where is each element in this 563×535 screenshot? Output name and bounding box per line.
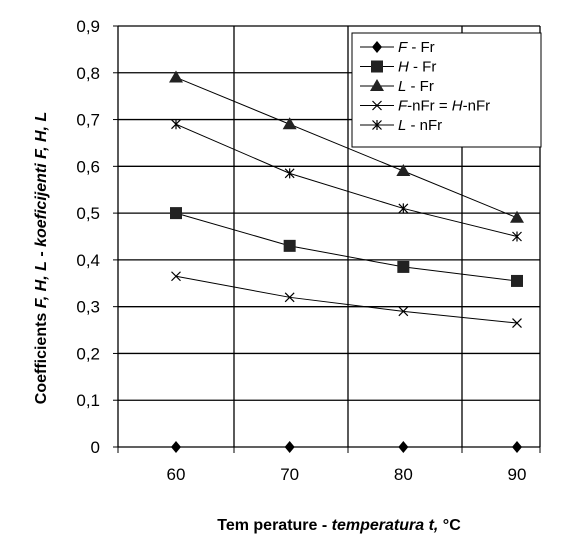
data-point-star bbox=[284, 168, 295, 179]
data-point-triangle bbox=[370, 79, 384, 91]
series-4 bbox=[171, 119, 522, 242]
legend-label: F - Fr bbox=[398, 39, 435, 56]
x-tick-label: 90 bbox=[508, 465, 527, 484]
data-point-star bbox=[398, 203, 409, 214]
data-point-x bbox=[512, 318, 522, 328]
legend: F - Fr H - Fr L - Fr F-nFr = H-nFr L - nFr bbox=[351, 32, 542, 148]
x-tick-label: 80 bbox=[394, 465, 413, 484]
y-tick-label: 0,8 bbox=[76, 64, 100, 83]
data-point-diamond bbox=[372, 41, 382, 53]
y-tick-labels: 0 0,1 0,2 0,3 0,4 0,5 0,6 0,7 0,8 0,9 bbox=[76, 17, 100, 457]
series-3 bbox=[171, 271, 522, 328]
y-tick-label: 0,7 bbox=[76, 111, 100, 130]
data-point-x bbox=[284, 292, 295, 303]
data-point-square bbox=[283, 239, 296, 252]
legend-entry: F-nFr = H-nFr bbox=[360, 98, 490, 115]
data-point-triangle bbox=[396, 164, 411, 177]
data-point-triangle bbox=[282, 117, 297, 130]
x-tick-label: 60 bbox=[167, 465, 186, 484]
series bbox=[169, 70, 524, 453]
series-line bbox=[175, 212, 518, 282]
y-tick-label: 0 bbox=[91, 438, 100, 457]
data-point-diamond bbox=[398, 441, 409, 453]
data-point-x bbox=[398, 306, 409, 317]
legend-box bbox=[351, 32, 542, 148]
legend-entry: H - Fr bbox=[360, 59, 436, 76]
legend-entry: L - Fr bbox=[360, 78, 434, 95]
legend-label: L - nFr bbox=[398, 117, 442, 134]
data-point-diamond bbox=[171, 441, 181, 453]
x-tick-label: 70 bbox=[280, 465, 299, 484]
series-1 bbox=[170, 207, 523, 287]
y-tick-label: 0,9 bbox=[76, 17, 100, 36]
y-tick-label: 0,1 bbox=[76, 391, 100, 410]
data-point-star bbox=[372, 120, 382, 130]
legend-label: L - Fr bbox=[398, 78, 434, 95]
data-point-diamond bbox=[512, 441, 522, 453]
series-line bbox=[175, 275, 518, 324]
data-point-triangle bbox=[510, 210, 524, 223]
data-point-square bbox=[397, 260, 410, 273]
data-point-triangle bbox=[169, 70, 183, 83]
y-tick-label: 0,3 bbox=[76, 298, 100, 317]
y-tick-label: 0,5 bbox=[76, 204, 100, 223]
data-point-x bbox=[372, 100, 382, 111]
data-point-square bbox=[371, 60, 383, 73]
x-axis-title: Tem perature - temperatura t, °C bbox=[217, 517, 461, 534]
series-0 bbox=[171, 441, 522, 453]
data-point-diamond bbox=[284, 441, 295, 453]
series-line bbox=[175, 123, 518, 237]
data-point-square bbox=[170, 207, 182, 220]
legend-entry: F - Fr bbox=[360, 39, 435, 56]
y-axis-title: Coefficients F, H, L - koeficijenti F, H… bbox=[33, 112, 50, 404]
legend-label: H - Fr bbox=[398, 59, 436, 76]
data-point-star bbox=[512, 231, 522, 242]
data-point-x bbox=[171, 271, 181, 282]
data-point-square bbox=[511, 274, 523, 287]
axes bbox=[113, 25, 541, 453]
series-2 bbox=[169, 70, 524, 223]
x-tick-labels: 60 70 80 90 bbox=[167, 465, 527, 484]
y-tick-label: 0,6 bbox=[76, 157, 100, 176]
data-point-star bbox=[171, 119, 181, 130]
legend-label: F-nFr = H-nFr bbox=[398, 98, 490, 115]
y-tick-label: 0,4 bbox=[76, 251, 100, 270]
y-tick-label: 0,2 bbox=[76, 344, 100, 363]
legend-entry: L - nFr bbox=[360, 117, 442, 134]
series-line bbox=[175, 76, 518, 219]
